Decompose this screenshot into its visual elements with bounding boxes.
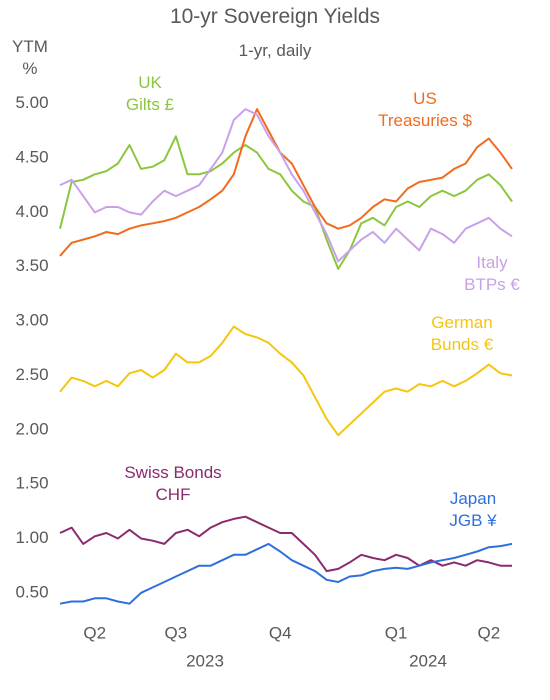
series-label: UK Gilts £ [125, 73, 175, 114]
y-tick-label: 0.50 [15, 582, 48, 601]
x-tick-label: Q3 [165, 623, 188, 642]
y-tick-label: 1.50 [15, 474, 48, 493]
series-line [59, 515, 512, 573]
x-tick-label: Q4 [269, 623, 292, 642]
series-label: Swiss Bonds CHF [124, 463, 222, 504]
y-tick-label: 4.00 [15, 202, 48, 221]
series-line [59, 108, 513, 263]
y-tick-label: 1.00 [15, 528, 48, 547]
y-tick-label: 5.00 [15, 93, 48, 112]
x-year-label: 2023 [186, 651, 224, 670]
x-tick-label: Q2 [83, 623, 106, 642]
y-tick-label: 2.50 [15, 365, 48, 384]
series-line [59, 108, 513, 257]
chart-subtitle: 1-yr, daily [238, 41, 312, 60]
chart-title: 10-yr Sovereign Yields [169, 5, 381, 28]
x-tick-label: Q1 [385, 623, 408, 642]
x-year-label: 2024 [409, 651, 447, 670]
series-line [59, 135, 513, 270]
series-label: Italy BTPs € [464, 253, 520, 294]
y-tick-label: 4.50 [15, 148, 48, 167]
y-tick-label: 3.00 [15, 311, 48, 330]
series-label: Japan JGB ¥ [449, 489, 497, 530]
series-line [59, 325, 513, 437]
y-tick-label: 2.00 [15, 419, 48, 438]
series-label: German Bunds € [430, 313, 494, 354]
y-tick-label: 3.50 [15, 256, 48, 275]
series-label: US Treasuries $ [378, 89, 472, 130]
x-tick-label: Q2 [477, 623, 500, 642]
series-line [59, 542, 513, 605]
y-axis-label: YTM % [12, 37, 48, 78]
